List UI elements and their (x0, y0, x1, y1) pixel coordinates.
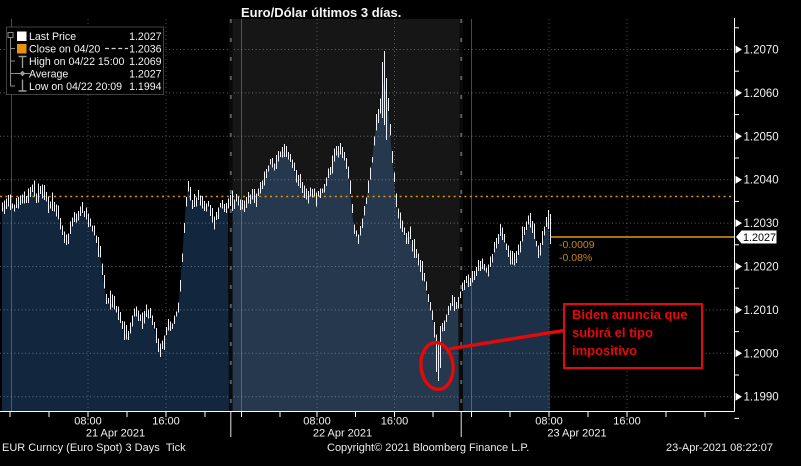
svg-text:23-Apr-2021 08:22:07: 23-Apr-2021 08:22:07 (666, 442, 773, 454)
svg-text:1.2010: 1.2010 (744, 305, 779, 317)
svg-text:1.2070: 1.2070 (744, 45, 779, 57)
svg-text:Average: Average (29, 68, 68, 80)
svg-text:1.2030: 1.2030 (744, 218, 779, 230)
svg-text:1.2000: 1.2000 (744, 348, 779, 360)
svg-text:23 Apr 2021: 23 Apr 2021 (547, 428, 606, 440)
svg-text:21 Apr 2021: 21 Apr 2021 (86, 428, 145, 440)
svg-text:16:00: 16:00 (381, 416, 409, 428)
svg-text:1.2027: 1.2027 (743, 232, 776, 244)
svg-text:-0.0009: -0.0009 (559, 239, 595, 251)
svg-text:1.2069: 1.2069 (129, 56, 162, 68)
svg-text:1.2040: 1.2040 (744, 175, 779, 187)
svg-text:16:00: 16:00 (152, 416, 180, 428)
svg-text:1.2036: 1.2036 (129, 43, 162, 55)
svg-text:High on 04/22 15:00: High on 04/22 15:00 (29, 56, 125, 68)
svg-text:-0.08%: -0.08% (559, 252, 592, 264)
svg-text:Copyright© 2021 Bloomberg Fina: Copyright© 2021 Bloomberg Finance L.P. (327, 442, 529, 454)
svg-text:impositivo: impositivo (572, 343, 637, 358)
svg-text:Close on 04/20: Close on 04/20 (29, 43, 100, 55)
svg-text:Low on 04/22 20:09: Low on 04/22 20:09 (29, 81, 122, 93)
svg-text:1.1990: 1.1990 (744, 392, 779, 404)
svg-text:1.2027: 1.2027 (129, 68, 162, 80)
svg-text:1.2020: 1.2020 (744, 262, 779, 274)
svg-text:1.2050: 1.2050 (744, 131, 779, 143)
svg-text:22 Apr 2021: 22 Apr 2021 (313, 428, 372, 440)
svg-text:16:00: 16:00 (613, 416, 641, 428)
svg-text:08:00: 08:00 (303, 416, 331, 428)
svg-text:Euro/Dólar últimos 3 días.: Euro/Dólar últimos 3 días. (241, 5, 401, 20)
svg-text:1.2060: 1.2060 (744, 88, 779, 100)
svg-text:1.1994: 1.1994 (129, 81, 162, 93)
svg-text:Last Price: Last Price (29, 31, 76, 43)
svg-text:1.2027: 1.2027 (129, 31, 162, 43)
svg-text:Biden anuncia que: Biden anuncia que (572, 307, 688, 322)
svg-text:subirá el tipo: subirá el tipo (572, 325, 653, 340)
svg-text:EUR Curncy (Euro Spot) 3 Days: EUR Curncy (Euro Spot) 3 Days Tick (2, 442, 186, 454)
svg-text:08:00: 08:00 (535, 416, 563, 428)
svg-text:08:00: 08:00 (74, 416, 102, 428)
